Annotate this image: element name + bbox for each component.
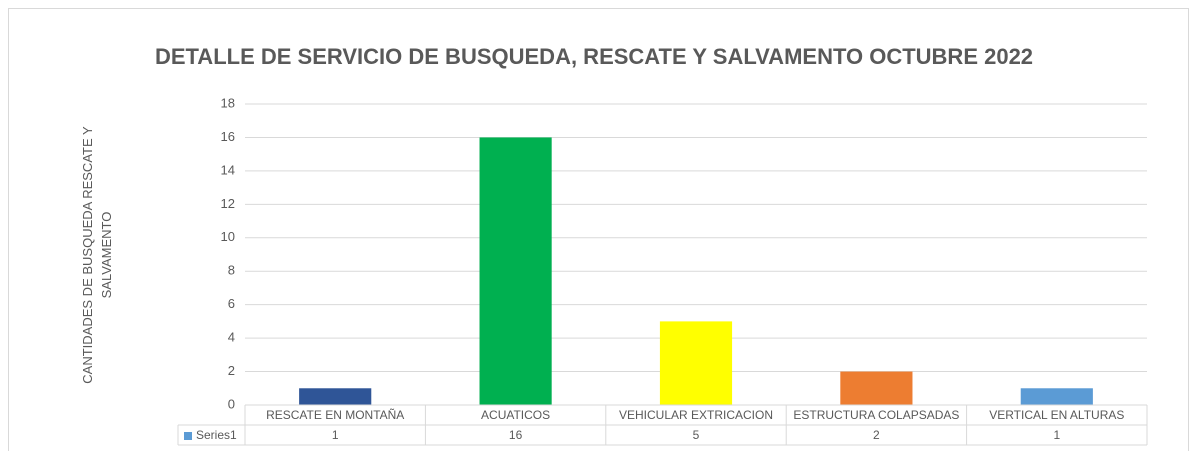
y-tick-label: 14 xyxy=(221,162,235,177)
legend-label: Series1 xyxy=(196,428,237,442)
bar xyxy=(1020,388,1093,405)
y-tick-label: 4 xyxy=(228,330,235,345)
y-tick-label: 16 xyxy=(221,129,235,144)
chart-border xyxy=(8,8,1189,451)
y-tick-label: 8 xyxy=(228,263,235,278)
y-tick-label: 2 xyxy=(228,363,235,378)
x-tick-label: ESTRUCTURA COLAPSADAS xyxy=(793,408,959,422)
chart-title: DETALLE DE SERVICIO DE BUSQUEDA, RESCATE… xyxy=(155,44,1033,69)
y-tick-label: 18 xyxy=(221,95,235,110)
bar xyxy=(840,371,913,405)
y-tick-label: 12 xyxy=(221,196,235,211)
y-axis-label: CANTIDADES DE BUSQUEDA RESCATE Y SALVAME… xyxy=(80,126,114,384)
y-tick-label: 6 xyxy=(228,296,235,311)
bar xyxy=(299,388,372,405)
y-tick-label: 0 xyxy=(228,396,235,411)
data-table-value: 5 xyxy=(693,428,700,442)
x-tick-label: VEHICULAR EXTRICACION xyxy=(619,408,773,422)
data-table-value: 16 xyxy=(509,428,523,442)
x-tick-label: ACUATICOS xyxy=(481,408,550,422)
bar xyxy=(479,137,552,405)
data-table-value: 1 xyxy=(332,428,339,442)
bar xyxy=(659,321,733,405)
data-table-value: 2 xyxy=(873,428,880,442)
data-table-value: 1 xyxy=(1053,428,1060,442)
legend-key xyxy=(184,432,192,440)
x-tick-label: RESCATE EN MONTAÑA xyxy=(266,408,404,422)
y-tick-label: 10 xyxy=(221,229,235,244)
x-tick-label: VERTICAL EN ALTURAS xyxy=(989,408,1124,422)
